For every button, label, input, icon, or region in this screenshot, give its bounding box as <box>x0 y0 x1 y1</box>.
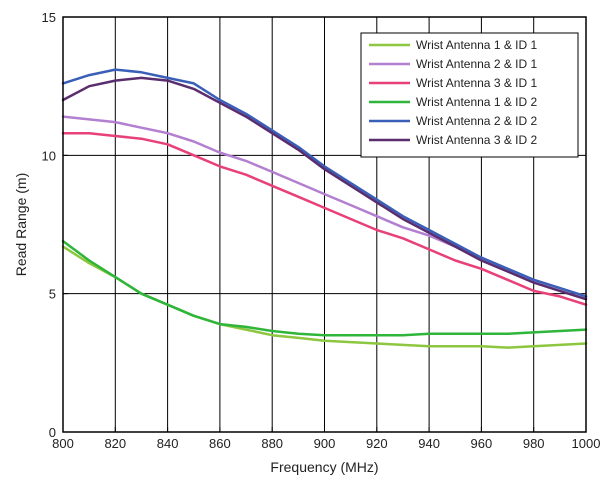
x-tick-label: 860 <box>209 436 231 451</box>
x-tick-label: 980 <box>523 436 545 451</box>
series-lines <box>61 68 588 349</box>
y-tick-label: 10 <box>42 148 56 163</box>
y-tick-label: 0 <box>49 425 56 440</box>
legend-entry-label: Wrist Antenna 2 & ID 2 <box>416 114 537 128</box>
x-tick-label: 940 <box>418 436 440 451</box>
x-tick-labels: 800 820 840 860 880 900 920 940 960 980 1000 <box>52 436 600 451</box>
legend-box <box>360 32 579 158</box>
x-tick-label: 1000 <box>572 436 601 451</box>
legend-entry-label: Wrist Antenna 1 & ID 1 <box>416 38 537 52</box>
y-axis-label: Read Range (m) <box>13 173 29 277</box>
series-line-4 <box>61 239 588 337</box>
legend-entry-label: Wrist Antenna 3 & ID 1 <box>416 76 537 90</box>
x-tick-label: 840 <box>157 436 179 451</box>
x-tick-label: 920 <box>366 436 388 451</box>
y-tick-label: 5 <box>49 287 56 302</box>
legend: Wrist Antenna 1 & ID 1 Wrist Antenna 2 & … <box>360 32 579 158</box>
x-tick-label: 800 <box>52 436 74 451</box>
series-line-3 <box>61 131 588 306</box>
x-tick-label: 960 <box>471 436 493 451</box>
x-axis-label: Frequency (MHz) <box>270 459 378 475</box>
series-line-6 <box>61 76 588 301</box>
series-line-5 <box>61 68 588 298</box>
x-tick-label: 900 <box>314 436 336 451</box>
y-tick-labels: 0 5 10 15 <box>42 10 56 440</box>
y-tick-label: 15 <box>42 10 56 25</box>
legend-entry-label: Wrist Antenna 2 & ID 1 <box>416 57 537 71</box>
legend-entry-label: Wrist Antenna 3 & ID 2 <box>416 133 537 147</box>
x-tick-label: 880 <box>261 436 283 451</box>
x-tick-label: 820 <box>104 436 126 451</box>
plot-frame <box>62 16 587 433</box>
legend-entry-label: Wrist Antenna 1 & ID 2 <box>416 95 537 109</box>
